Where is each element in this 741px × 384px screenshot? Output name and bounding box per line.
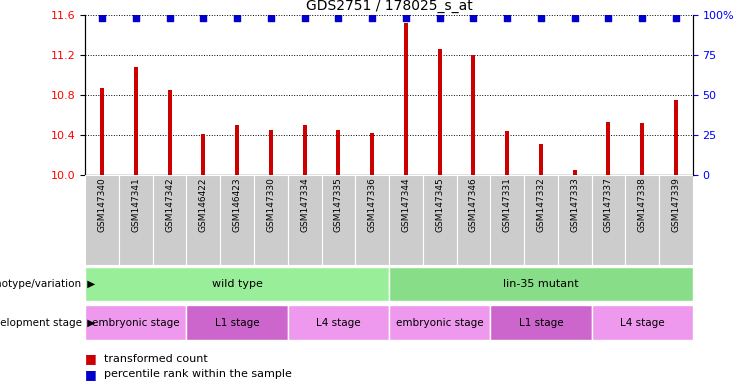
Point bbox=[164, 15, 176, 21]
Bar bbox=[85, 305, 187, 340]
Bar bbox=[370, 133, 374, 175]
Text: GSM147342: GSM147342 bbox=[165, 177, 174, 232]
Point bbox=[197, 15, 209, 21]
Text: GSM147339: GSM147339 bbox=[671, 177, 680, 232]
Bar bbox=[456, 175, 491, 265]
Bar bbox=[389, 267, 693, 301]
Bar bbox=[389, 305, 491, 340]
Text: GSM147336: GSM147336 bbox=[368, 177, 376, 232]
Text: GSM147344: GSM147344 bbox=[402, 177, 411, 232]
Point bbox=[299, 15, 310, 21]
Bar bbox=[471, 55, 476, 175]
Bar bbox=[659, 175, 693, 265]
Bar bbox=[167, 90, 172, 175]
Text: ■: ■ bbox=[85, 368, 101, 381]
Bar bbox=[491, 305, 591, 340]
Point bbox=[400, 15, 412, 21]
Bar bbox=[591, 175, 625, 265]
Point bbox=[265, 15, 277, 21]
Bar bbox=[558, 175, 591, 265]
Point bbox=[602, 15, 614, 21]
Text: GSM147333: GSM147333 bbox=[570, 177, 579, 232]
Bar bbox=[491, 175, 524, 265]
Bar bbox=[85, 175, 119, 265]
Bar bbox=[288, 305, 389, 340]
Bar bbox=[438, 49, 442, 175]
Text: transformed count: transformed count bbox=[104, 354, 207, 364]
Bar bbox=[336, 130, 340, 175]
Point bbox=[130, 15, 142, 21]
Bar bbox=[404, 23, 408, 175]
Point bbox=[637, 15, 648, 21]
Bar bbox=[187, 305, 288, 340]
Bar bbox=[134, 67, 138, 175]
Bar bbox=[302, 125, 307, 175]
Bar bbox=[389, 175, 423, 265]
Text: percentile rank within the sample: percentile rank within the sample bbox=[104, 369, 292, 379]
Point bbox=[96, 15, 108, 21]
Text: GSM146422: GSM146422 bbox=[199, 177, 208, 232]
Text: GSM147330: GSM147330 bbox=[266, 177, 276, 232]
Text: GSM147332: GSM147332 bbox=[536, 177, 545, 232]
Point bbox=[333, 15, 345, 21]
Bar bbox=[220, 175, 254, 265]
Point bbox=[468, 15, 479, 21]
Bar bbox=[505, 131, 509, 175]
Point bbox=[433, 15, 445, 21]
Text: L1 stage: L1 stage bbox=[519, 318, 563, 328]
Text: L4 stage: L4 stage bbox=[620, 318, 665, 328]
Point bbox=[501, 15, 513, 21]
Text: development stage: development stage bbox=[0, 318, 82, 328]
Bar bbox=[153, 175, 187, 265]
Point bbox=[231, 15, 243, 21]
Point bbox=[366, 15, 378, 21]
Text: GSM147338: GSM147338 bbox=[638, 177, 647, 232]
Text: ▶: ▶ bbox=[84, 279, 95, 289]
Text: embryonic stage: embryonic stage bbox=[396, 318, 483, 328]
Text: GSM147331: GSM147331 bbox=[502, 177, 512, 232]
Text: genotype/variation: genotype/variation bbox=[0, 279, 82, 289]
Text: L1 stage: L1 stage bbox=[215, 318, 259, 328]
Bar bbox=[269, 130, 273, 175]
Text: GSM147345: GSM147345 bbox=[435, 177, 444, 232]
Point bbox=[670, 15, 682, 21]
Bar bbox=[322, 175, 355, 265]
Bar bbox=[100, 88, 104, 175]
Bar bbox=[423, 175, 456, 265]
Bar bbox=[355, 175, 389, 265]
Text: GSM146423: GSM146423 bbox=[233, 177, 242, 232]
Text: wild type: wild type bbox=[212, 279, 262, 289]
Point bbox=[535, 15, 547, 21]
Text: GSM147337: GSM147337 bbox=[604, 177, 613, 232]
Bar bbox=[524, 175, 558, 265]
Text: GSM147346: GSM147346 bbox=[469, 177, 478, 232]
Bar bbox=[235, 125, 239, 175]
Bar bbox=[119, 175, 153, 265]
Point bbox=[569, 15, 581, 21]
Bar bbox=[85, 267, 389, 301]
Bar bbox=[674, 100, 678, 175]
Bar bbox=[591, 305, 693, 340]
Text: ▶: ▶ bbox=[84, 318, 95, 328]
Bar bbox=[187, 175, 220, 265]
Bar bbox=[254, 175, 288, 265]
Text: GSM147335: GSM147335 bbox=[334, 177, 343, 232]
Bar bbox=[288, 175, 322, 265]
Text: ■: ■ bbox=[85, 353, 101, 366]
Text: GSM147340: GSM147340 bbox=[98, 177, 107, 232]
Bar bbox=[606, 122, 611, 175]
Text: lin-35 mutant: lin-35 mutant bbox=[503, 279, 579, 289]
Bar bbox=[640, 123, 644, 175]
Text: L4 stage: L4 stage bbox=[316, 318, 361, 328]
Title: GDS2751 / 178025_s_at: GDS2751 / 178025_s_at bbox=[305, 0, 473, 13]
Bar bbox=[625, 175, 659, 265]
Text: embryonic stage: embryonic stage bbox=[92, 318, 179, 328]
Bar bbox=[573, 170, 576, 175]
Bar bbox=[202, 134, 205, 175]
Text: GSM147334: GSM147334 bbox=[300, 177, 309, 232]
Text: GSM147341: GSM147341 bbox=[131, 177, 140, 232]
Bar bbox=[539, 144, 543, 175]
